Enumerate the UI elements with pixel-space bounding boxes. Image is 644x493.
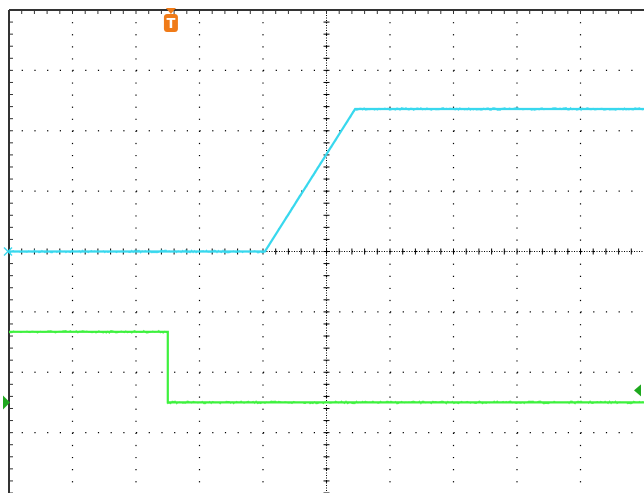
- ch2-ground-marker-icon: [3, 395, 10, 410]
- trigger-label: T: [166, 17, 175, 32]
- center-axis-vertical-ticks: [323, 9, 330, 493]
- trace-line: [9, 330, 644, 404]
- ch1-ground-marker-icon: [3, 247, 13, 256]
- frame-ticks: [8, 9, 632, 493]
- trigger-position-marker-icon: T: [163, 8, 178, 32]
- ch2-marker-triangle: [3, 395, 10, 410]
- ch1-marker-cross: [3, 247, 13, 256]
- plot-frame: [8, 9, 644, 493]
- waveform-trace-2: [9, 329, 644, 405]
- trigger-arrow: [165, 8, 176, 14]
- channel-markers: T: [3, 8, 641, 410]
- waveform-trace-1: [8, 106, 644, 254]
- ch2-level-arrow: [634, 384, 641, 397]
- ch2-level-marker-icon: [634, 384, 641, 397]
- waveform-traces: [8, 106, 644, 405]
- trigger-badge: [163, 14, 178, 32]
- trace-line: [9, 107, 644, 253]
